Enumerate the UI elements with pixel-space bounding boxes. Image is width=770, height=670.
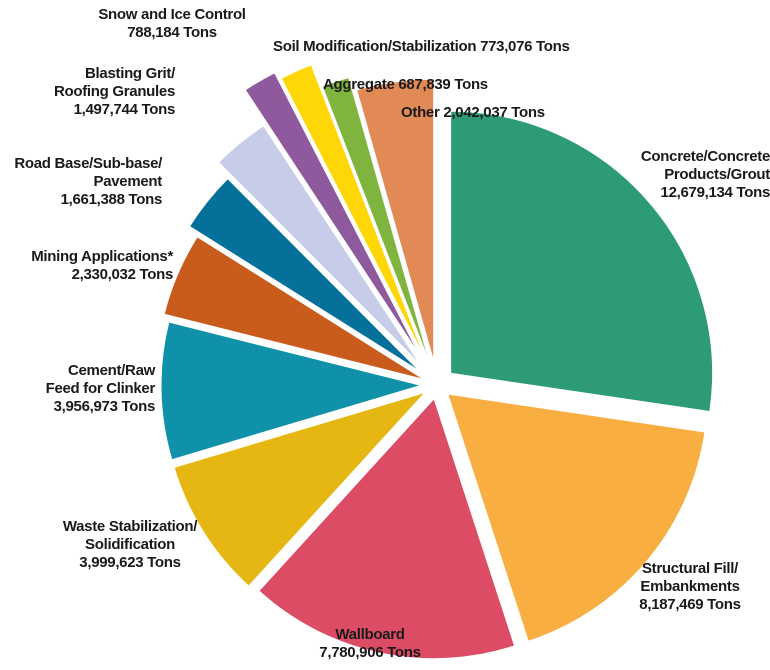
label-line: Feed for Clinker <box>45 380 156 397</box>
label-line: Roofing Granules <box>53 83 175 100</box>
slice-label-concrete: Concrete/Concrete Products/Grout 12,679,… <box>600 148 770 202</box>
label-line: Wallboard <box>335 626 405 643</box>
label-line: Aggregate 687,839 Tons <box>323 76 488 93</box>
slice-mining <box>163 236 425 380</box>
value-label: 7,780,906 Tons <box>319 644 421 661</box>
label-line: Cement/Raw <box>67 362 155 379</box>
value-label: 1,661,388 Tons <box>60 191 163 208</box>
slice-label-cement: Cement/Raw Feed for Clinker 3,956,973 To… <box>0 362 156 416</box>
label-line: Embankments <box>640 578 740 595</box>
label-line: Pavement <box>93 173 163 190</box>
slice-label-other: Other 2,042,037 Tons <box>401 104 601 122</box>
label-line: Road Base/Sub-base/ <box>14 155 162 172</box>
slice-aggregate <box>321 76 431 365</box>
slice-label-mining: Mining Applications* 2,330,032 Tons <box>0 248 173 284</box>
label-line: Products/Grout <box>664 166 770 183</box>
slice-wallboard <box>258 397 516 660</box>
label-line: Other 2,042,037 Tons <box>401 104 545 121</box>
slice-road-base <box>188 177 421 372</box>
slice-blasting-grit <box>217 125 422 366</box>
slice-label-structural-fill: Structural Fill/ Embankments 8,187,469 T… <box>610 560 770 614</box>
slice-cement <box>160 321 423 461</box>
value-label: 1,497,744 Tons <box>73 101 176 118</box>
value-label: 3,956,973 Tons <box>53 398 156 415</box>
label-line: Blasting Grit/ <box>85 65 175 82</box>
label-line: Mining Applications* <box>31 248 173 265</box>
slice-waste-stabilization <box>173 391 427 587</box>
slice-structural-fill <box>446 393 706 642</box>
slice-other <box>356 78 435 362</box>
label-line: Solidification <box>85 536 175 553</box>
slice-label-waste-stabilization: Waste Stabilization/ Solidification 3,99… <box>30 518 230 572</box>
slice-snow-ice <box>244 72 421 356</box>
label-line: Concrete/Concrete <box>640 148 770 165</box>
value-label: 8,187,469 Tons <box>639 596 741 613</box>
slice-label-blasting-grit: Blasting Grit/ Roofing Granules 1,497,74… <box>0 65 175 119</box>
value-label: 12,679,134 Tons <box>660 184 770 201</box>
label-line: Structural Fill/ <box>641 560 739 577</box>
slice-label-aggregate: Aggregate 687,839 Tons <box>323 76 553 94</box>
slice-soil-modification <box>280 64 426 358</box>
slice-label-road-base: Road Base/Sub-base/ Pavement 1,661,388 T… <box>0 155 162 209</box>
slice-label-soil-modification: Soil Modification/Stabilization 773,076 … <box>273 38 653 56</box>
label-line: Waste Stabilization/ <box>62 518 198 535</box>
slice-concrete <box>450 110 714 413</box>
value-label: 3,999,623 Tons <box>79 554 181 571</box>
slice-label-wallboard: Wallboard 7,780,906 Tons <box>290 626 450 662</box>
label-line: Snow and Ice Control <box>98 6 246 23</box>
value-label: 2,330,032 Tons <box>71 266 174 283</box>
value-label: 788,184 Tons <box>127 24 217 41</box>
slice-label-snow-ice: Snow and Ice Control 788,184 Tons <box>72 6 272 42</box>
label-line: Soil Modification/Stabilization 773,076 … <box>273 38 570 55</box>
